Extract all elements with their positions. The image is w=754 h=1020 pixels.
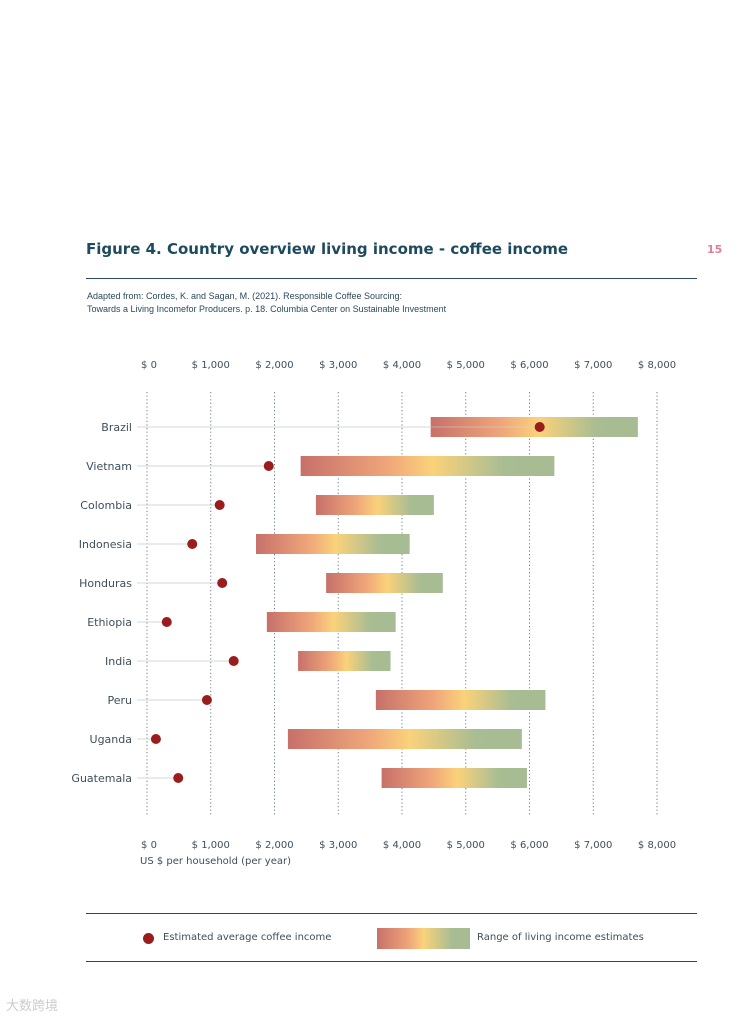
country-label: Guatemala — [71, 772, 132, 785]
legend-bottom-rule — [86, 961, 697, 962]
x-tick-label: $ 5,000 — [447, 840, 485, 851]
country-label: Indonesia — [79, 538, 132, 551]
x-tick-label: $ 4,000 — [383, 360, 421, 371]
income-dot — [263, 461, 274, 471]
legend-range-label: Range of living income estimates — [477, 932, 644, 943]
income-dot — [201, 695, 212, 705]
country-label: Uganda — [90, 733, 132, 746]
source-line-1: Adapted from: Cordes, K. and Sagan, M. (… — [87, 291, 403, 301]
x-tick-label: $ 8,000 — [638, 360, 676, 371]
x-tick-label: $ 2,000 — [255, 840, 293, 851]
range-bar — [315, 495, 434, 515]
x-tick-label: $ 5,000 — [447, 360, 485, 371]
country-label: Vietnam — [86, 460, 132, 473]
x-tick-label: $ 0 — [141, 360, 157, 371]
x-tick-label: $ 3,000 — [319, 840, 357, 851]
x-tick-label: $ 0 — [141, 840, 157, 851]
country-label: Colombia — [80, 499, 132, 512]
range-bar — [287, 729, 522, 749]
x-tick-label: $ 7,000 — [574, 840, 612, 851]
x-axis-label: US $ per household (per year) — [140, 856, 291, 867]
country-label: Peru — [107, 694, 132, 707]
legend-dot-label: Estimated average coffee income — [163, 932, 332, 943]
x-tick-label: $ 8,000 — [638, 840, 676, 851]
x-tick-label: $ 1,000 — [192, 840, 230, 851]
income-dot — [217, 578, 228, 588]
x-tick-label: $ 1,000 — [192, 360, 230, 371]
income-dot — [214, 500, 225, 510]
legend-top-rule — [86, 913, 697, 914]
income-dot — [173, 773, 184, 783]
legend: Estimated average coffee income Range of… — [143, 928, 683, 950]
x-tick-label: $ 6,000 — [510, 360, 548, 371]
legend-dot-icon — [143, 933, 154, 944]
title-divider — [86, 278, 697, 279]
country-label: Ethiopia — [87, 616, 132, 629]
country-label: Honduras — [79, 577, 132, 590]
legend-range-swatch — [377, 928, 470, 949]
income-dot — [161, 617, 172, 627]
source-line-2: Towards a Living Incomefor Producers. p.… — [87, 304, 447, 314]
x-tick-label: $ 2,000 — [255, 360, 293, 371]
range-bar — [256, 534, 410, 554]
country-label: Brazil — [101, 421, 132, 434]
page-number: 15 — [707, 243, 723, 256]
x-tick-label: $ 3,000 — [319, 360, 357, 371]
range-bar — [381, 768, 527, 788]
source-note: Adapted from: Cordes, K. and Sagan, M. (… — [87, 290, 446, 316]
x-tick-label: $ 7,000 — [574, 360, 612, 371]
range-bar — [375, 690, 546, 710]
income-dot — [187, 539, 198, 549]
income-dot — [228, 656, 239, 666]
x-tick-label: $ 4,000 — [383, 840, 421, 851]
range-bar — [266, 612, 396, 632]
figure-title: Figure 4. Country overview living income… — [86, 240, 569, 258]
range-bar — [300, 456, 555, 476]
x-tick-label: $ 6,000 — [510, 840, 548, 851]
watermark: 大数跨境 — [6, 999, 59, 1014]
country-label: India — [105, 655, 132, 668]
range-bar — [298, 651, 391, 671]
income-dot — [150, 734, 161, 744]
range-bar — [326, 573, 443, 593]
income-dot — [534, 422, 545, 432]
